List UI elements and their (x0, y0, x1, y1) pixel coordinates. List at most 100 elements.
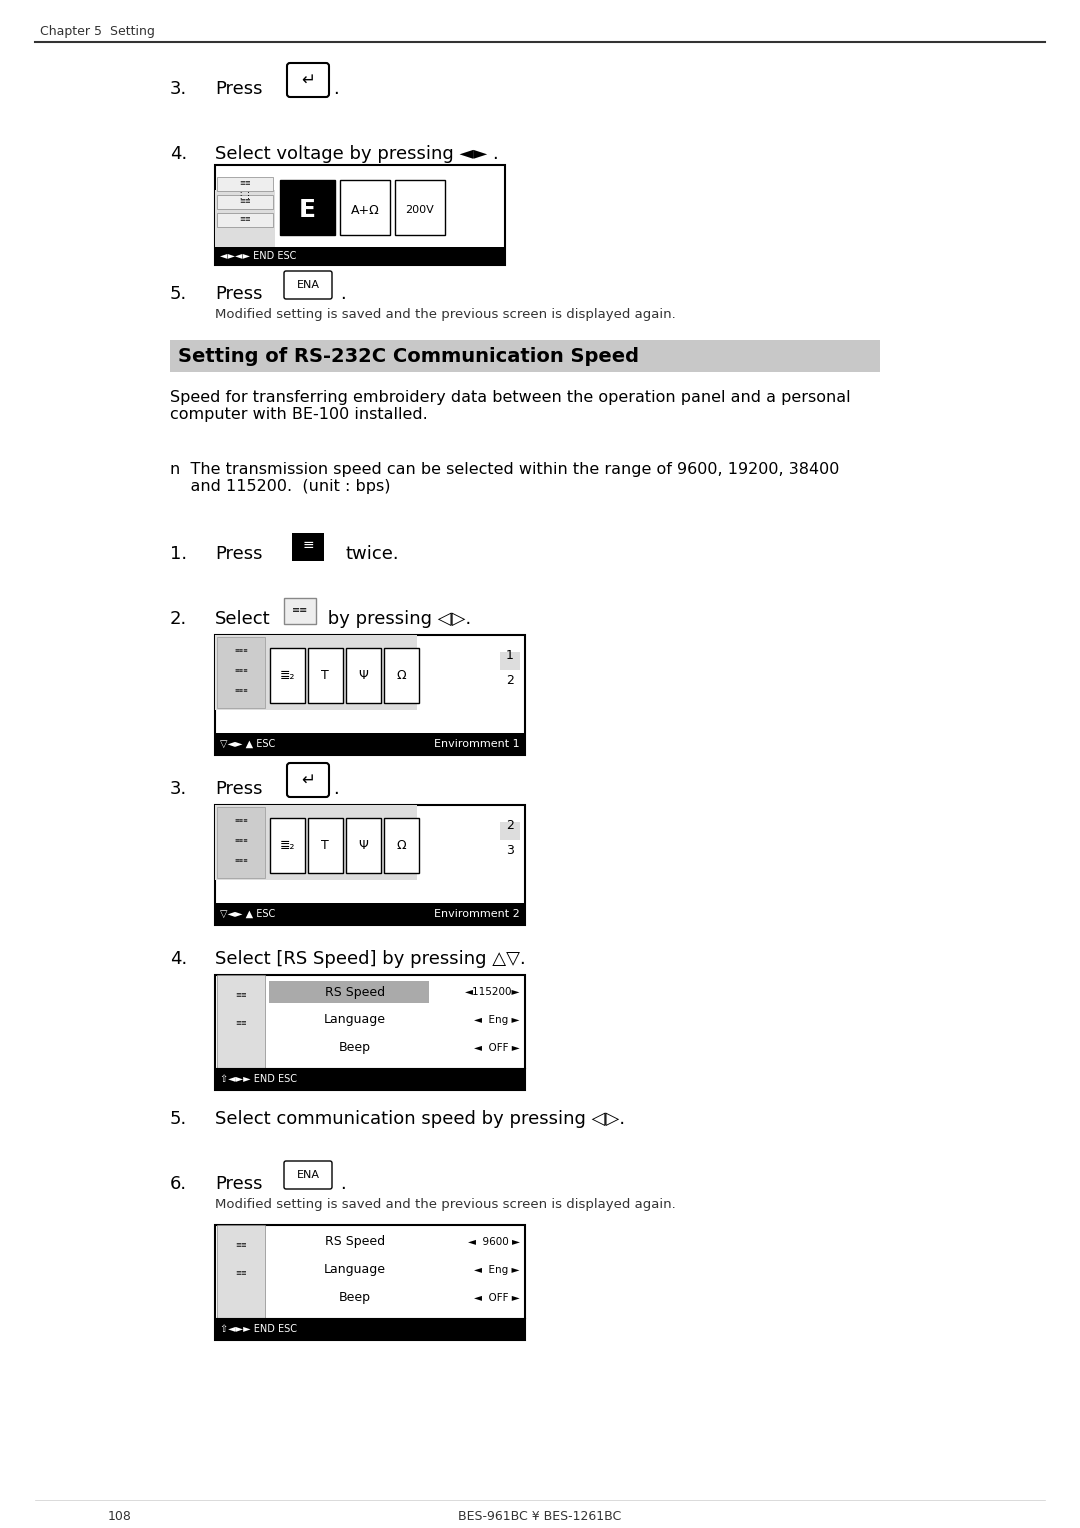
Bar (340, 180, 390, 235)
Text: ↵: ↵ (301, 772, 315, 788)
Bar (270, 817, 305, 872)
Text: .: . (333, 79, 339, 98)
Bar (215, 165, 505, 264)
Text: ▽◄► ▲ ESC: ▽◄► ▲ ESC (220, 740, 275, 749)
Text: T: T (321, 839, 329, 851)
Text: Language: Language (324, 1013, 386, 1027)
Text: ≡≡≡: ≡≡≡ (234, 817, 248, 822)
Bar (215, 975, 525, 1089)
Text: Press: Press (215, 286, 262, 303)
Text: Beep: Beep (339, 1291, 372, 1305)
Text: ⇧◄►► END ESC: ⇧◄►► END ESC (220, 1074, 297, 1083)
Text: ENA: ENA (297, 1170, 320, 1180)
Bar (308, 817, 343, 872)
Text: Press: Press (215, 545, 262, 562)
Text: ▽◄► ▲ ESC: ▽◄► ▲ ESC (220, 909, 275, 918)
Bar (215, 903, 525, 924)
Text: ◄  Eng ►: ◄ Eng ► (474, 1265, 519, 1274)
Text: Modified setting is saved and the previous screen is displayed again.: Modified setting is saved and the previo… (215, 309, 676, 321)
Bar (215, 636, 417, 711)
Bar (384, 817, 419, 872)
Text: Press: Press (215, 79, 262, 98)
Bar (217, 975, 265, 1068)
Bar (217, 196, 273, 209)
Text: ENA: ENA (297, 280, 320, 290)
Text: 4.: 4. (170, 145, 187, 163)
Text: .: . (333, 779, 339, 798)
Text: ≣₂: ≣₂ (280, 669, 295, 681)
Text: E: E (298, 199, 315, 222)
Text: ⋮⋮: ⋮⋮ (237, 191, 254, 200)
Text: RS Speed: RS Speed (325, 1236, 386, 1248)
Text: 3.: 3. (170, 79, 187, 98)
Bar (215, 189, 275, 264)
Bar (217, 1225, 265, 1319)
Bar (269, 981, 429, 1002)
Text: Setting of RS-232C Communication Speed: Setting of RS-232C Communication Speed (178, 347, 639, 365)
Text: ≡≡: ≡≡ (292, 605, 308, 614)
Text: ≡≡: ≡≡ (235, 1270, 247, 1276)
Text: .: . (340, 1175, 346, 1193)
Bar (217, 807, 265, 879)
Bar (292, 533, 324, 561)
Text: 1.: 1. (170, 545, 187, 562)
Bar (395, 180, 445, 235)
Text: ◄  Eng ►: ◄ Eng ► (474, 1015, 519, 1025)
Text: Beep: Beep (339, 1042, 372, 1054)
Text: ≡≡: ≡≡ (235, 1021, 247, 1025)
Text: n  The transmission speed can be selected within the range of 9600, 19200, 38400: n The transmission speed can be selected… (170, 461, 839, 495)
Text: ◄  OFF ►: ◄ OFF ► (474, 1044, 519, 1053)
Text: ◄115200►: ◄115200► (464, 987, 519, 996)
Text: BES-961BC ¥ BES-1261BC: BES-961BC ¥ BES-1261BC (458, 1510, 622, 1523)
Text: ≡≡≡: ≡≡≡ (234, 837, 248, 842)
Bar (215, 733, 525, 755)
Text: ≡≡: ≡≡ (239, 180, 251, 186)
Text: Ψ: Ψ (359, 839, 368, 851)
Bar (215, 636, 525, 755)
Text: ◄  OFF ►: ◄ OFF ► (474, 1293, 519, 1303)
Text: ≡: ≡ (302, 538, 314, 552)
Bar (308, 648, 343, 703)
Text: Select communication speed by pressing ◁▷.: Select communication speed by pressing ◁… (215, 1109, 625, 1128)
Text: ≡≡: ≡≡ (235, 992, 247, 998)
Bar (215, 805, 525, 924)
Text: ↵: ↵ (301, 70, 315, 89)
Bar (284, 597, 316, 623)
Bar (280, 180, 335, 235)
Text: Ω: Ω (396, 669, 406, 681)
Text: Press: Press (215, 779, 262, 798)
Text: Chapter 5  Setting: Chapter 5 Setting (40, 24, 154, 38)
Bar (215, 1068, 525, 1089)
Text: 3: 3 (507, 843, 514, 857)
Bar (217, 177, 273, 191)
Text: ≡≡≡: ≡≡≡ (234, 857, 248, 862)
Text: 6.: 6. (170, 1175, 187, 1193)
Text: Select [RS Speed] by pressing △▽.: Select [RS Speed] by pressing △▽. (215, 950, 526, 969)
Text: 5.: 5. (170, 286, 187, 303)
Text: 1: 1 (507, 648, 514, 662)
Bar (384, 648, 419, 703)
Text: Select voltage by pressing ◄► .: Select voltage by pressing ◄► . (215, 145, 499, 163)
Bar (346, 817, 381, 872)
Text: ≡≡: ≡≡ (235, 1242, 247, 1248)
Text: Select: Select (215, 610, 271, 628)
Bar (346, 648, 381, 703)
Bar (217, 212, 273, 228)
Text: ◄►◄► END ESC: ◄►◄► END ESC (220, 251, 296, 261)
FancyBboxPatch shape (287, 762, 329, 798)
Text: Enviromment 1: Enviromment 1 (434, 740, 519, 749)
Text: T: T (321, 669, 329, 681)
Bar (500, 652, 519, 669)
Text: 3.: 3. (170, 779, 187, 798)
Bar (215, 1319, 525, 1340)
Text: 2: 2 (507, 819, 514, 831)
Text: ≡≡≡: ≡≡≡ (234, 648, 248, 652)
Bar (215, 805, 417, 880)
Text: 108: 108 (108, 1510, 132, 1523)
FancyBboxPatch shape (287, 63, 329, 96)
Text: 5.: 5. (170, 1109, 187, 1128)
Text: Speed for transferring embroidery data between the operation panel and a persona: Speed for transferring embroidery data b… (170, 390, 851, 422)
Text: Press: Press (215, 1175, 262, 1193)
Bar (500, 822, 519, 840)
Text: Language: Language (324, 1264, 386, 1276)
